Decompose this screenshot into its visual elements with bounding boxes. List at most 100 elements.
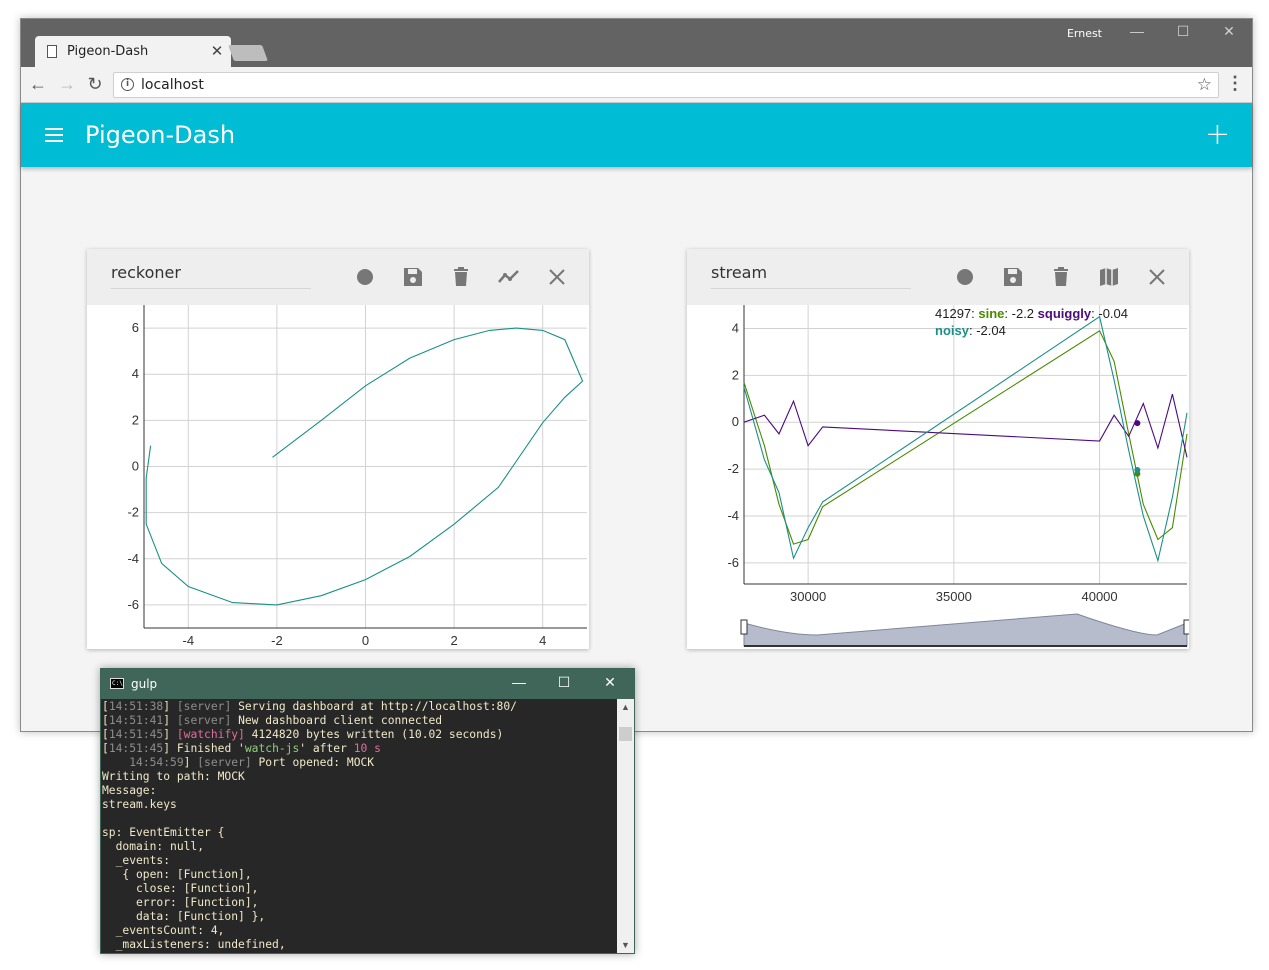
legend-text: : bbox=[971, 306, 978, 321]
terminal-line: stream.keys bbox=[102, 798, 618, 812]
stream-card: stream 30000 35000 40000 4 2 0 -2 -4 -6 41297: si… bbox=[687, 249, 1191, 649]
terminal-titlebar: C:\ gulp — ☐ ✕ bbox=[101, 669, 634, 699]
terminal-text: Message: bbox=[102, 784, 157, 797]
highlight-point-noisy bbox=[1134, 467, 1141, 474]
terminal-text: 14:51:41 bbox=[108, 714, 164, 727]
maximize-button[interactable]: ☐ bbox=[1176, 23, 1190, 39]
profile-name[interactable]: Ernest bbox=[1066, 27, 1102, 40]
terminal-text: sp: EventEmitter { bbox=[102, 826, 225, 839]
legend-text: noisy bbox=[935, 323, 970, 338]
delete-icon[interactable] bbox=[449, 265, 473, 289]
line-chart-icon[interactable] bbox=[497, 265, 521, 289]
record-icon[interactable] bbox=[953, 265, 977, 289]
chart-area: 30000 35000 40000 4 2 0 -2 -4 -6 41297: sine: -2.… bbox=[687, 305, 1191, 649]
x-tick-label: -2 bbox=[271, 633, 283, 648]
range-handle-right[interactable] bbox=[1183, 619, 1191, 635]
scrollbar-thumb[interactable] bbox=[619, 727, 632, 741]
terminal-text: [ bbox=[102, 728, 109, 741]
range-handle-left[interactable] bbox=[740, 619, 748, 635]
terminal-output[interactable]: [14:51:38] [server] Serving dashboard at… bbox=[101, 699, 618, 953]
reckoner-card: reckoner -4 -2 0 2 4 6 4 2 0 -2 -4 -6 bbox=[87, 249, 589, 649]
terminal-text: watch-js bbox=[244, 742, 300, 755]
delete-icon[interactable] bbox=[1049, 265, 1073, 289]
terminal-text: [server] bbox=[176, 714, 232, 727]
terminal-line: Message: bbox=[102, 784, 618, 798]
card-name-field[interactable]: reckoner bbox=[111, 263, 311, 289]
terminal-text: [ bbox=[102, 714, 109, 727]
info-icon[interactable]: i bbox=[121, 78, 134, 91]
y-tick-label: -2 bbox=[727, 461, 739, 476]
terminal-text: data: [Function] }, bbox=[102, 910, 266, 923]
close-icon[interactable] bbox=[1145, 265, 1169, 289]
tab-pigeon-dash[interactable]: Pigeon-Dash ✕ bbox=[35, 36, 231, 67]
star-icon[interactable]: ☆ bbox=[1196, 75, 1212, 94]
tab-close-icon[interactable]: ✕ bbox=[210, 43, 224, 60]
terminal-maximize-button[interactable]: ☐ bbox=[557, 674, 571, 690]
terminal-minimize-button[interactable]: — bbox=[512, 674, 526, 690]
terminal-text: domain: null, bbox=[102, 840, 205, 853]
terminal-line: [14:51:45] Finished 'watch-js' after 10 … bbox=[102, 742, 618, 756]
terminal-close-button[interactable]: ✕ bbox=[604, 674, 616, 690]
add-widget-button[interactable]: + bbox=[1204, 117, 1230, 152]
back-button[interactable]: ← bbox=[29, 74, 47, 94]
terminal-text: [ bbox=[102, 700, 109, 713]
y-tick-label: -6 bbox=[127, 597, 139, 612]
save-icon[interactable] bbox=[401, 265, 425, 289]
terminal-text: _eventsCount: 4, bbox=[102, 924, 225, 937]
y-tick-label: 2 bbox=[732, 367, 739, 382]
terminal-line: sp: EventEmitter { bbox=[102, 826, 618, 840]
legend-text: squiggly bbox=[1038, 306, 1092, 321]
terminal-scrollbar[interactable]: ▲ ▼ bbox=[617, 699, 634, 953]
forward-button[interactable]: → bbox=[58, 74, 76, 94]
browser-menu-icon[interactable]: ⋮ bbox=[1226, 73, 1244, 93]
minimize-button[interactable]: — bbox=[1130, 23, 1144, 39]
y-tick-label: 4 bbox=[732, 320, 739, 335]
terminal-text: _maxListeners: undefined, bbox=[102, 938, 286, 951]
series-line-squiggly bbox=[743, 393, 1188, 458]
legend-text: : bbox=[969, 323, 976, 338]
series-line-noisy bbox=[743, 315, 1188, 563]
new-tab-button[interactable] bbox=[228, 45, 268, 61]
y-tick-label: -4 bbox=[127, 551, 139, 566]
map-icon[interactable] bbox=[1097, 265, 1121, 289]
close-icon[interactable] bbox=[545, 265, 569, 289]
url-text[interactable]: localhost bbox=[141, 77, 204, 93]
scroll-down-icon[interactable]: ▼ bbox=[621, 940, 630, 950]
save-icon[interactable] bbox=[1001, 265, 1025, 289]
app-bar: Pigeon-Dash + bbox=[21, 103, 1252, 167]
terminal-text: _events: bbox=[102, 854, 171, 867]
terminal-text: 14:51:45 bbox=[108, 742, 164, 755]
x-tick-label: 40000 bbox=[1081, 589, 1117, 604]
reload-button[interactable]: ↻ bbox=[87, 74, 103, 94]
legend-text: : bbox=[1091, 306, 1098, 321]
browser-window: Pigeon-Dash ✕ Ernest — ☐ ✕ ← → ↻ i local… bbox=[20, 18, 1253, 732]
reckoner-chart: -4 -2 0 2 4 6 4 2 0 -2 -4 -6 bbox=[127, 305, 587, 648]
y-tick-label: 0 bbox=[732, 414, 739, 429]
terminal-line: domain: null, bbox=[102, 840, 618, 854]
y-tick-label: -4 bbox=[727, 508, 739, 523]
x-tick-label: 30000 bbox=[790, 589, 826, 604]
browser-titlebar: Pigeon-Dash ✕ Ernest — ☐ ✕ bbox=[21, 19, 1252, 67]
record-icon[interactable] bbox=[353, 265, 377, 289]
close-window-button[interactable]: ✕ bbox=[1223, 23, 1235, 39]
address-bar[interactable]: i localhost ☆ bbox=[113, 72, 1219, 98]
terminal-text: Serving dashboard at http://localhost:80… bbox=[231, 700, 517, 713]
terminal-text: [ bbox=[102, 742, 109, 755]
terminal-line: { open: [Function], bbox=[102, 868, 618, 882]
card-header: reckoner bbox=[87, 249, 589, 305]
hamburger-menu-icon[interactable] bbox=[45, 128, 63, 142]
chart-area: -4 -2 0 2 4 6 4 2 0 -2 -4 -6 bbox=[87, 305, 589, 649]
terminal-line: 14:54:59] [server] Port opened: MOCK bbox=[102, 756, 618, 770]
card-header: stream bbox=[687, 249, 1189, 305]
series-line-0 bbox=[145, 327, 584, 606]
terminal-text: 4124820 bytes written (10.02 seconds) bbox=[244, 728, 504, 741]
card-name-field[interactable]: stream bbox=[711, 263, 911, 289]
terminal-text: stream.keys bbox=[102, 798, 177, 811]
terminal-text: 10 s bbox=[353, 742, 381, 755]
terminal-text: ] bbox=[163, 700, 177, 713]
x-tick-label: 4 bbox=[539, 633, 546, 648]
terminal-text: [server] bbox=[176, 700, 232, 713]
legend-line-1: 41297: sine: -2.2 squiggly: -0.04 bbox=[935, 306, 1128, 321]
scroll-up-icon[interactable]: ▲ bbox=[621, 702, 630, 712]
terminal-text: [server] bbox=[197, 756, 252, 769]
